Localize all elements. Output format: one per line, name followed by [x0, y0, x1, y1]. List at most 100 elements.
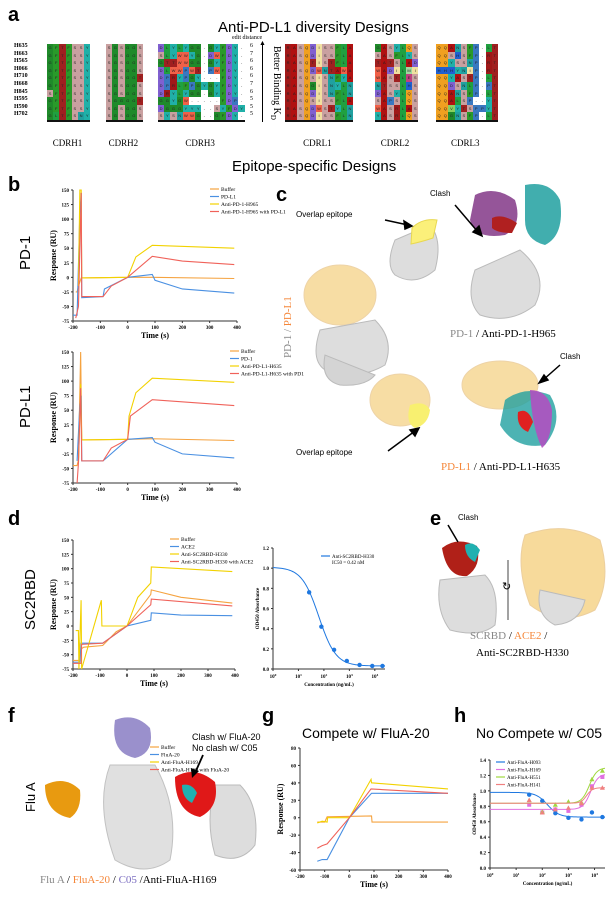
- residue-cell: F: [53, 81, 60, 90]
- overlap-epitope-label-bottom: Overlap epitope: [296, 448, 353, 457]
- sequence-id: H702: [14, 111, 28, 118]
- residue-cell: Q: [442, 97, 449, 105]
- residue-cell: F: [65, 104, 72, 113]
- residue-cell: -: [207, 74, 214, 82]
- residue-cell: Q: [405, 89, 413, 98]
- residue-cell: T: [328, 66, 335, 75]
- residue-cell: F: [65, 81, 72, 90]
- residue-cell: -: [238, 51, 245, 60]
- residue-cell: H: [454, 51, 461, 60]
- data-point: [578, 800, 584, 806]
- residue-cell: D: [387, 66, 394, 75]
- residue-cell: S: [393, 97, 400, 105]
- series-line-1: [317, 792, 448, 862]
- residue-cell: Q: [405, 112, 413, 120]
- cdr-label: CDRL1: [303, 138, 332, 148]
- x-tick-label: 100: [270, 673, 277, 680]
- residue-cell: A: [448, 44, 455, 52]
- residue-cell: F: [53, 51, 60, 60]
- residue-cell: Y: [213, 59, 220, 67]
- residue-cell: G: [448, 112, 455, 120]
- residue-cell: W: [176, 59, 183, 67]
- residue-cell: G: [188, 59, 196, 67]
- residue-cell: G: [188, 44, 196, 52]
- data-point: [600, 814, 605, 820]
- residue-cell: S: [412, 104, 419, 113]
- data-point: [589, 776, 595, 782]
- residue-cell: P: [207, 66, 214, 75]
- residue-cell: A: [448, 89, 455, 98]
- residue-cell: S: [136, 104, 144, 113]
- data-point: [319, 624, 324, 629]
- residue-cell: R: [285, 59, 292, 67]
- residue-cell: -: [238, 66, 245, 75]
- caption-sep: /: [473, 328, 482, 340]
- y-tick-label: 1.0: [263, 567, 270, 572]
- x-tick-label: 200: [179, 488, 187, 493]
- y-tick-label: -20: [289, 834, 296, 839]
- series-line-2: [75, 566, 233, 670]
- residue-cell: W: [182, 97, 189, 105]
- residue-cell: F: [65, 89, 72, 98]
- data-point: [370, 663, 375, 669]
- edit-distance-value: 5: [250, 96, 253, 103]
- residue-cell: D: [158, 81, 165, 90]
- legend-label: PD-L1: [221, 194, 236, 200]
- series-line-3: [73, 598, 233, 664]
- panel-e-structures: ↻: [438, 524, 606, 634]
- residue-cell: S: [460, 89, 467, 98]
- residue-cell: S: [322, 74, 329, 82]
- y-axis-label: Response (RU): [49, 579, 58, 630]
- sequence-id: H565: [14, 58, 28, 65]
- series-line-0: [73, 589, 233, 661]
- residue-cell: F: [466, 44, 474, 52]
- x-tick-label: 300: [420, 875, 428, 880]
- residue-cell: Q: [436, 51, 443, 60]
- y-tick-label: 100: [62, 380, 70, 385]
- residue-cell: G: [112, 51, 119, 60]
- residue-cell: D: [412, 59, 419, 67]
- residue-cell: A: [291, 66, 298, 75]
- residue-cell: Y: [448, 59, 455, 67]
- residue-cell: Y: [375, 112, 382, 120]
- residue-cell: L: [340, 59, 347, 67]
- residue-cell: R: [285, 112, 292, 120]
- residue-cell: P: [164, 74, 171, 82]
- residue-cell: G: [112, 44, 119, 52]
- edit-distance-value: 6: [250, 43, 253, 49]
- residue-cell: -: [479, 66, 486, 75]
- residue-cell: A: [381, 112, 388, 120]
- residue-cell: S: [77, 66, 85, 75]
- residue-cell: T: [491, 59, 498, 67]
- y-tick-label: -40: [289, 852, 296, 857]
- residue-cell: S: [71, 51, 78, 60]
- residue-cell: S: [412, 89, 419, 98]
- residue-cell: -: [201, 59, 208, 67]
- residue-cell: -: [201, 97, 208, 105]
- residue-cell: D: [158, 44, 165, 52]
- y-tick-label: 0.8: [263, 587, 270, 592]
- legend-label: Buffer: [221, 186, 235, 193]
- residue-cell: F: [219, 51, 227, 60]
- x-axis-label: Concentration (ng/mL): [304, 683, 354, 688]
- residue-cell: S: [47, 89, 54, 98]
- residue-cell: N: [460, 81, 467, 90]
- residue-cell: I: [315, 44, 323, 52]
- residue-cell: L: [399, 97, 406, 105]
- residue-cell: A: [346, 59, 354, 67]
- y-tick-label: 80: [291, 747, 297, 752]
- legend-label: PD-1: [241, 356, 253, 362]
- residue-cell: T: [381, 81, 388, 90]
- residue-cell: G: [124, 81, 131, 90]
- y-tick-label: 50: [64, 247, 70, 252]
- residue-cell: W: [176, 66, 183, 75]
- residue-cell: P: [473, 44, 480, 52]
- residue-cell: G: [112, 74, 119, 82]
- data-point: [565, 805, 571, 810]
- residue-cell: T: [393, 74, 400, 82]
- residue-cell: A: [381, 97, 388, 105]
- residue-cell: S: [322, 81, 329, 90]
- residue-cell: G: [124, 89, 131, 98]
- series-line-2: [77, 189, 235, 287]
